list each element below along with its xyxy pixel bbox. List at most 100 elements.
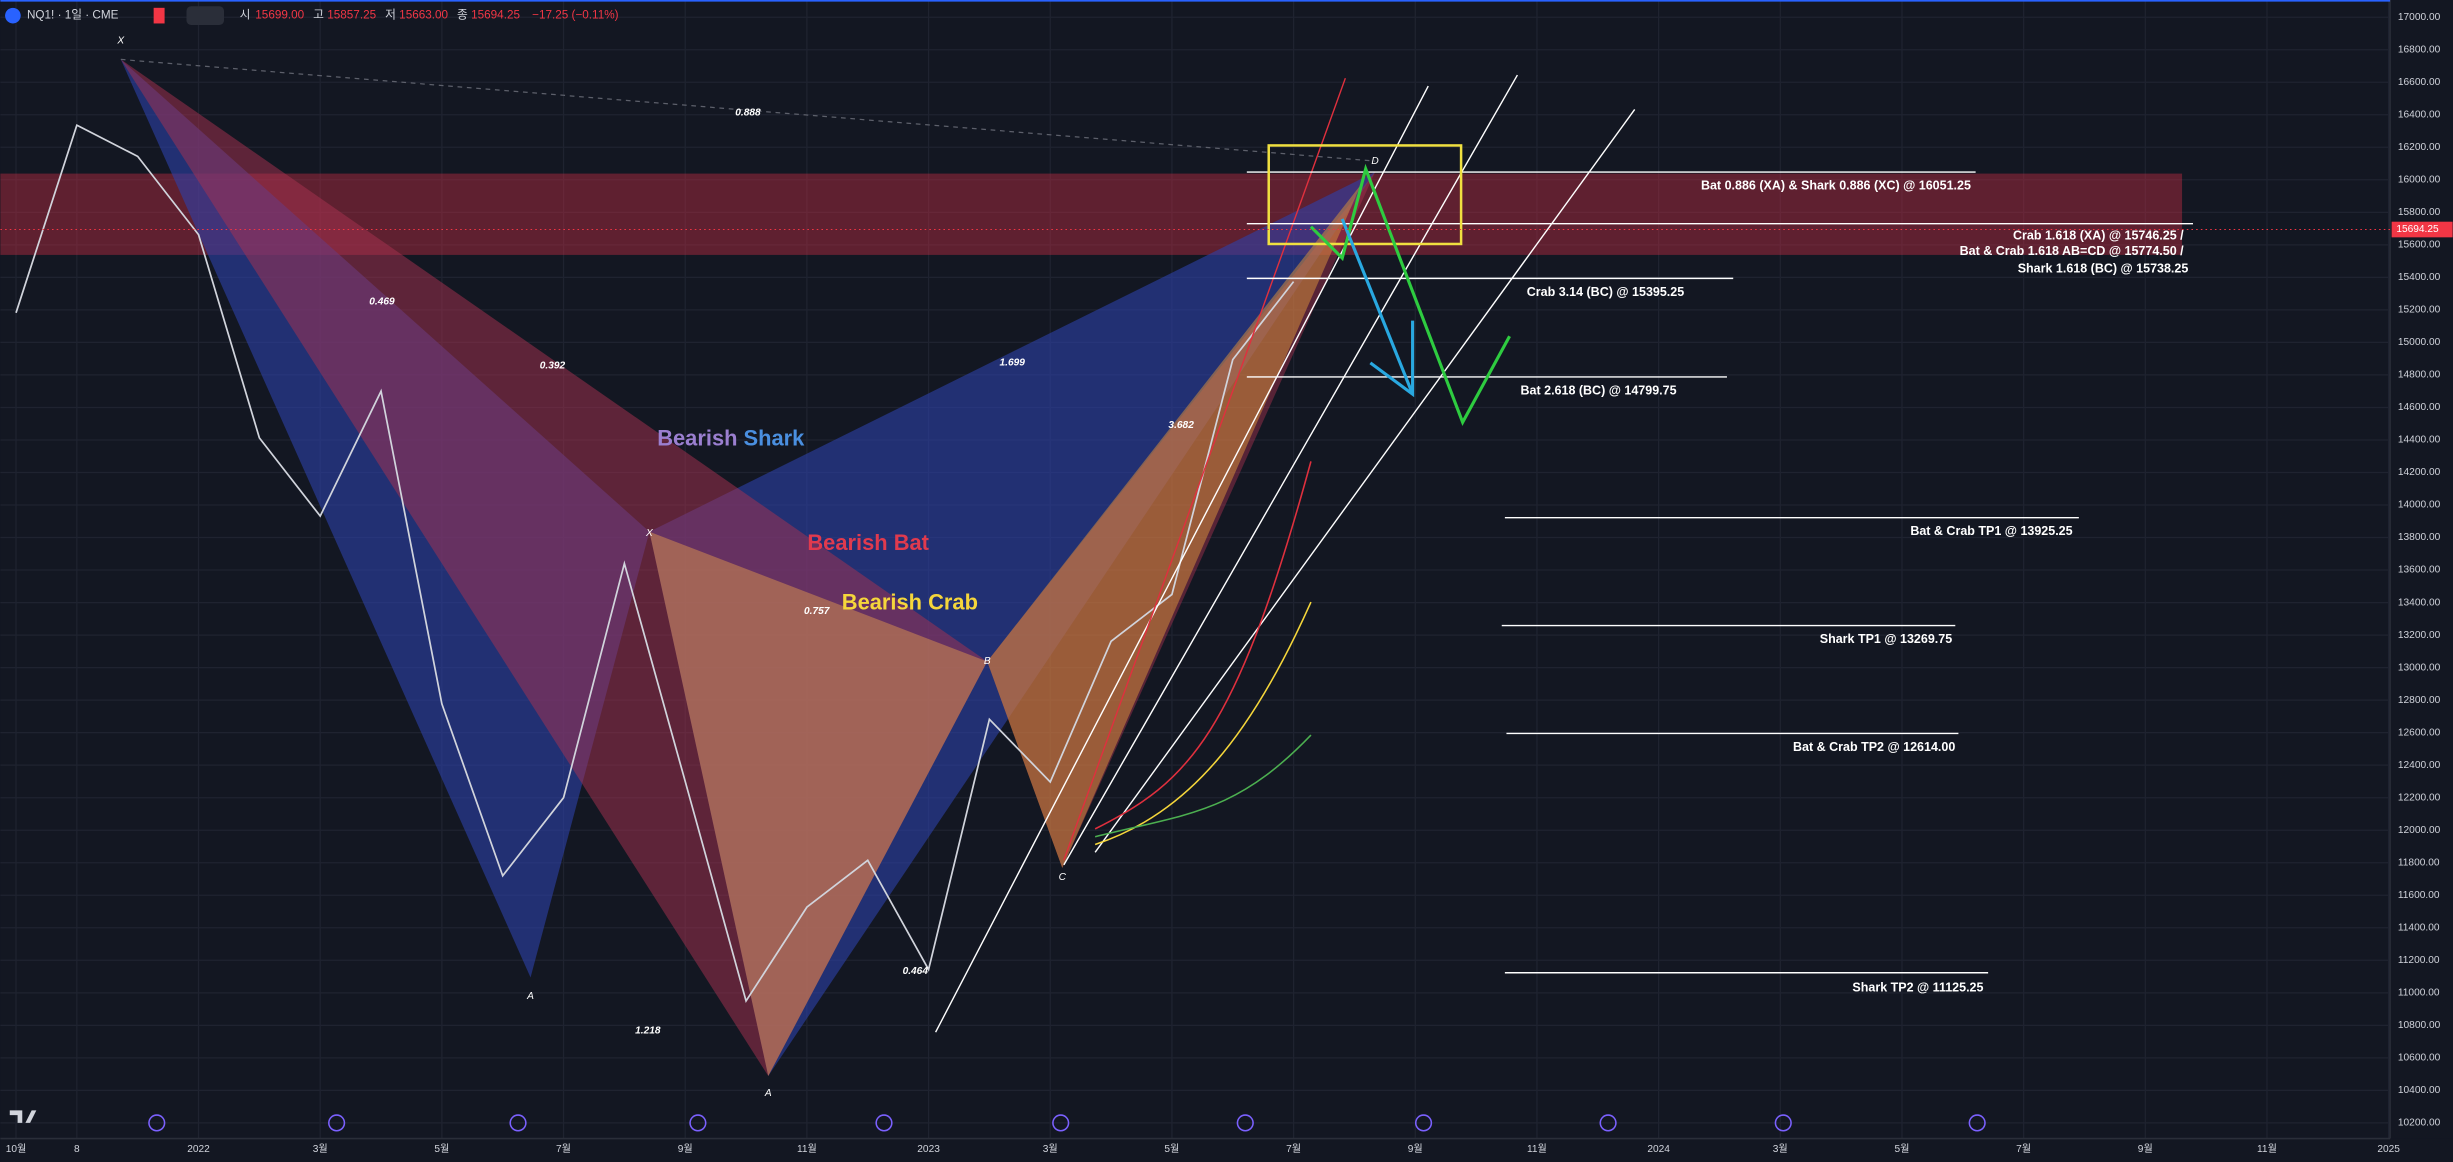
x-tick-label: 10월: [6, 1143, 27, 1155]
y-tick-label: 10400.00: [2398, 1085, 2441, 1096]
event-icon[interactable]: [1414, 1114, 1433, 1132]
level-label: Bat & Crab TP1 @ 13925.25: [1910, 524, 2072, 538]
ohlc-label: 종: [457, 9, 468, 22]
x-tick-label: 7월: [556, 1143, 571, 1155]
y-tick-label: 15200.00: [2398, 305, 2441, 316]
event-icon[interactable]: [148, 1114, 166, 1132]
pattern-title: Bearish Bat: [807, 530, 929, 555]
fib-ratio: 3.682: [1168, 420, 1194, 431]
time-axis: [0, 1138, 2453, 1162]
event-icon[interactable]: [328, 1114, 346, 1132]
y-tick-label: 16800.00: [2398, 44, 2441, 55]
price-layer: [15, 123, 1295, 1004]
y-tick-label: 13200.00: [2398, 630, 2441, 641]
projection-arrow: [1309, 163, 1511, 426]
axis-labels: 10200.00 10400.00 10600.00 10800.00 11000.00…: [6, 12, 2441, 1155]
trend-lines: [934, 74, 1636, 1033]
x-tick-label: 3월: [313, 1143, 328, 1155]
y-tick-label: 12800.00: [2398, 695, 2441, 706]
fib-ratio: 0.464: [903, 966, 929, 977]
symbol[interactable]: NQ1! · 1일 · CME: [27, 8, 119, 22]
y-tick-label: 15400.00: [2398, 272, 2441, 283]
projection-arrow: [1369, 320, 1415, 398]
y-tick-label: 16400.00: [2398, 109, 2441, 120]
level-label: Shark TP1 @ 13269.75: [1820, 632, 1952, 646]
y-tick-label: 10600.00: [2398, 1053, 2441, 1064]
fib-ratio: 0.392: [540, 361, 566, 372]
title-word: Shark: [744, 425, 806, 450]
y-tick-label: 11400.00: [2398, 922, 2440, 933]
level-label: Bat 0.886 (XA) & Shark 0.886 (XC) @ 1605…: [1701, 178, 1971, 192]
change: −17.25 (−0.11%): [532, 9, 619, 22]
y-tick-label: 12200.00: [2398, 792, 2441, 803]
y-tick-label: 15800.00: [2398, 207, 2441, 218]
fib-ratio: 1.699: [1000, 358, 1026, 369]
y-tick-label: 16000.00: [2398, 174, 2441, 185]
x-tick-label: 5월: [1164, 1143, 1179, 1155]
event-icon[interactable]: [1599, 1114, 1617, 1132]
event-icon[interactable]: [1236, 1114, 1254, 1132]
fib-ratio: 0.888: [735, 107, 761, 118]
crab-xab: [649, 531, 988, 1076]
y-tick-label: 15600.00: [2398, 240, 2441, 251]
tv-logo[interactable]: [9, 1110, 37, 1123]
event-icon[interactable]: [689, 1114, 707, 1132]
level-label: Bat 2.618 (BC) @ 14799.75: [1521, 383, 1677, 397]
shark-xab: [120, 59, 650, 978]
y-tick-label: 13400.00: [2398, 597, 2441, 608]
trend-line: [1094, 109, 1636, 853]
fib-ratio: 0.469: [369, 297, 395, 308]
crab-bcd: [987, 184, 1361, 868]
y-tick-label: 15000.00: [2398, 337, 2441, 348]
y-tick-label: 13000.00: [2398, 662, 2441, 673]
pattern-point: B: [984, 656, 991, 667]
y-tick-label: 12000.00: [2398, 825, 2441, 836]
pattern-point: X: [645, 528, 654, 539]
fib-ratio: 1.218: [635, 1025, 661, 1036]
ohlc-label: 저: [385, 9, 396, 22]
pattern-title: Bearish Shark: [657, 425, 805, 450]
event-icon[interactable]: [875, 1114, 893, 1132]
y-tick-label: 11800.00: [2398, 857, 2440, 868]
level-label: Shark 1.618 (BC) @ 15738.25: [2018, 261, 2189, 275]
x-tick-label: 3월: [1043, 1143, 1058, 1155]
x-tick-label: 7월: [1286, 1143, 1301, 1155]
y-tick-label: 10200.00: [2398, 1118, 2441, 1129]
y-tick-label: 14800.00: [2398, 370, 2441, 381]
ohlc-value: 15857.25: [327, 9, 376, 22]
x-tick-label: 11월: [2257, 1143, 2277, 1155]
pattern-point: A: [526, 991, 534, 1002]
y-tick-label: 11200.00: [2398, 955, 2440, 966]
level-label: Crab 3.14 (BC) @ 15395.25: [1527, 285, 1684, 299]
level-label: Shark TP2 @ 11125.25: [1852, 981, 1983, 995]
y-tick-label: 17000.00: [2398, 12, 2441, 23]
level-label: Crab 1.618 (XA) @ 15746.25 /: [2013, 228, 2184, 242]
event-icon[interactable]: [1774, 1114, 1792, 1132]
symbol-logo: [5, 7, 21, 24]
event-icons: [148, 1114, 1986, 1132]
price-line: [15, 123, 1295, 1004]
event-icon[interactable]: [1968, 1114, 1986, 1132]
event-icon[interactable]: [509, 1114, 527, 1132]
x-tick-label: 9월: [2138, 1143, 2153, 1155]
target-box: [1267, 144, 1463, 246]
x-tick-label: 8: [74, 1144, 80, 1155]
level-label: Bat & Crab TP2 @ 12614.00: [1793, 740, 1955, 754]
pattern-title: Bearish Crab: [842, 589, 978, 614]
y-tick-label: 12400.00: [2398, 760, 2441, 771]
flag: [153, 7, 165, 24]
toggle[interactable]: [186, 6, 225, 26]
event-icon[interactable]: [1052, 1114, 1070, 1132]
y-tick-label: 11000.00: [2398, 988, 2440, 999]
y-tick-label: 14600.00: [2398, 402, 2441, 413]
price-axis: [2390, 0, 2453, 1162]
ohlc-label: 고: [313, 9, 324, 22]
fib-ratio: 0.757: [804, 606, 831, 617]
trend-line: [1063, 77, 1347, 861]
x-tick-label: 2022: [187, 1144, 210, 1155]
x-tick-label: 2025: [2377, 1144, 2400, 1155]
x-tick-label: 5월: [1894, 1143, 1909, 1155]
x-tick-label: 2023: [917, 1144, 940, 1155]
annotations: Bearish Shark 0.888 0.392 0.469 1.699 3.682 0…: [116, 35, 2188, 1099]
